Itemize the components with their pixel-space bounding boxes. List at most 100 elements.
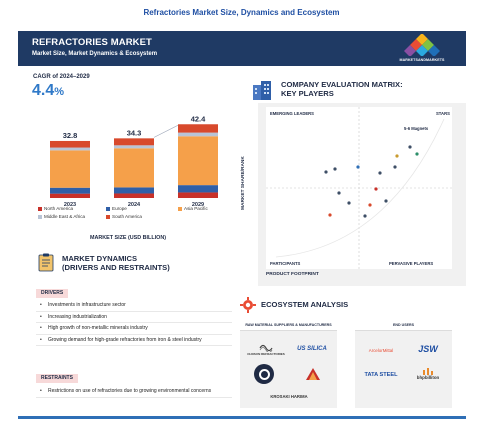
category-label: 2029 — [192, 202, 204, 208]
legend-label: Europe — [112, 206, 127, 211]
list-item: Restrictions on use of refractories due … — [36, 386, 232, 398]
growth-line — [153, 124, 179, 138]
drivers-list: Investments in infrastructure sector Inc… — [36, 300, 232, 346]
chosun-logo-text: CHOSUN REFRACTORIES — [247, 351, 285, 356]
company-point — [408, 145, 412, 149]
bar-total-label: 42.4 — [191, 114, 206, 123]
bar-segment — [114, 145, 154, 149]
legend-item-middle-east-africa: Middle East & Africa — [38, 214, 85, 219]
company-point — [393, 165, 397, 169]
calderys-mark-icon — [258, 368, 270, 380]
ecosystem-title: ECOSYSTEM ANALYSIS — [261, 300, 349, 309]
legend-item-asia-pacific: Asia Pacific — [178, 206, 208, 211]
jsw-logo: JSW — [418, 344, 438, 354]
krosaki-harima-logo: KROSAKI HARIMA — [270, 393, 308, 399]
legend-label: Middle East & Africa — [44, 214, 86, 219]
bar-segment — [114, 193, 154, 198]
buildings-icon — [253, 81, 271, 100]
company-point — [328, 213, 332, 217]
quadrant-pervasive-players: PERVASIVE PLAYERS — [389, 261, 434, 266]
legend-label: Asia Pacific — [184, 206, 208, 211]
list-item: High growth of non-metallic minerals ind… — [36, 323, 232, 335]
market-size-axis-label: MARKET SIZE (USD BILLION) — [89, 235, 167, 241]
matrix-y-axis-label: MARKET SHARE/RANK — [241, 156, 246, 210]
raw-material-panel: RAW MATERIAL SUPPLIERS & MANUFACTURERS C… — [240, 320, 337, 408]
marketsandmarkets-logo: MARKETSANDMARKETS — [392, 33, 452, 63]
bar-segment — [178, 124, 218, 133]
legend-swatch — [106, 214, 110, 219]
ecosystem-gear-icon — [240, 297, 256, 313]
legend-item-north-america: North America — [38, 206, 73, 211]
company-evaluation-title: COMPANY EVALUATION MATRIX: KEY PLAYERS — [281, 80, 403, 98]
company-point — [395, 154, 399, 158]
calderys-logo — [254, 364, 274, 384]
header-banner: REFRACTORIES MARKET Market Size, Market … — [18, 31, 466, 66]
market-size-bar-chart: 32.8 2023 34.3 2024 42.4 2029 — [50, 114, 218, 208]
quadrant-stars: STARS — [436, 111, 450, 116]
bar-segment — [50, 193, 90, 198]
quadrant-participants: PARTICIPANTS — [270, 261, 301, 266]
company-point — [368, 203, 372, 207]
market-dynamics-title-line1: MARKET DYNAMICS — [62, 254, 138, 263]
chosun-mark-icon — [259, 344, 273, 352]
bar-segment — [114, 148, 154, 188]
end-users-panel: END USERS ArcelorMittal JSW TATA STEEL b… — [355, 320, 452, 408]
category-label: 2023 — [64, 202, 76, 208]
company-point — [363, 214, 367, 218]
list-item: Increasing industrialization — [36, 312, 232, 323]
legend-item-south-america: South America — [106, 214, 142, 219]
bar-total-label: 34.3 — [127, 128, 142, 137]
bar-segment — [178, 136, 218, 186]
company-point — [374, 187, 378, 191]
footer-bar — [18, 416, 466, 419]
legend-item-europe: Europe — [106, 206, 127, 211]
banner-subtitle: Market Size, Market Dynamics & Ecosystem — [32, 51, 158, 57]
company-evaluation-matrix — [266, 107, 452, 269]
end-users-header: END USERS — [355, 320, 452, 331]
bar-segment — [178, 192, 218, 198]
bhpbilliton-logo-text: bhpbilliton — [416, 375, 440, 380]
restraints-tag: RESTRAINTS — [36, 374, 78, 383]
drivers-tag: DRIVERS — [36, 289, 69, 298]
category-label: 2024 — [128, 202, 141, 208]
tata-steel-logo: TATA STEEL — [364, 372, 398, 378]
raw-material-header: RAW MATERIAL SUPPLIERS & MANUFACTURERS — [240, 320, 337, 331]
quadrant-emerging-leaders: EMERGING LEADERS — [270, 111, 314, 116]
company-point — [415, 152, 419, 156]
company-point — [356, 165, 360, 169]
legend-label: South America — [112, 214, 142, 219]
bhp-mark-icon — [423, 368, 433, 375]
bar-segment — [178, 185, 218, 193]
company-point — [333, 167, 337, 171]
matrix-arc — [275, 118, 445, 258]
matrix-title-line2: KEY PLAYERS — [281, 89, 334, 98]
bar-segment — [50, 150, 90, 188]
cagr-label: CAGR of 2024–2029 — [33, 74, 90, 80]
matrix-title-line1: COMPANY EVALUATION MATRIX: — [281, 80, 403, 89]
logo-text: MARKETSANDMARKETS — [399, 58, 445, 62]
bar-total-label: 32.8 — [63, 131, 78, 140]
bar-segment — [114, 187, 154, 194]
cagr-value: 4.4% — [32, 82, 64, 100]
legend-label: North America — [44, 206, 74, 211]
logo-mark-icon — [404, 33, 440, 57]
banner-title: REFRACTORIES MARKET — [32, 37, 152, 48]
company-point — [384, 199, 388, 203]
krosaki-mark-icon — [306, 368, 320, 380]
legend-swatch — [178, 206, 182, 211]
company-point — [378, 171, 382, 175]
list-item: Investments in infrastructure sector — [36, 300, 232, 312]
magnets-label: 5-6 Magnets — [404, 126, 429, 131]
bar-segment — [114, 138, 154, 146]
clipboard-icon — [38, 253, 54, 272]
company-point — [337, 191, 341, 195]
company-point — [324, 170, 328, 174]
legend-swatch — [38, 214, 42, 219]
bar-segment — [50, 140, 90, 148]
market-dynamics-title-line2: (DRIVERS AND RESTRAINTS) — [62, 263, 170, 272]
bhpbilliton-logo: bhpbilliton — [409, 364, 447, 384]
list-item: Growing demand for high-grade refractori… — [36, 335, 232, 346]
arcelormittal-logo: ArcelorMittal — [368, 347, 394, 353]
company-point — [347, 201, 351, 205]
cagr-unit: % — [54, 86, 65, 98]
